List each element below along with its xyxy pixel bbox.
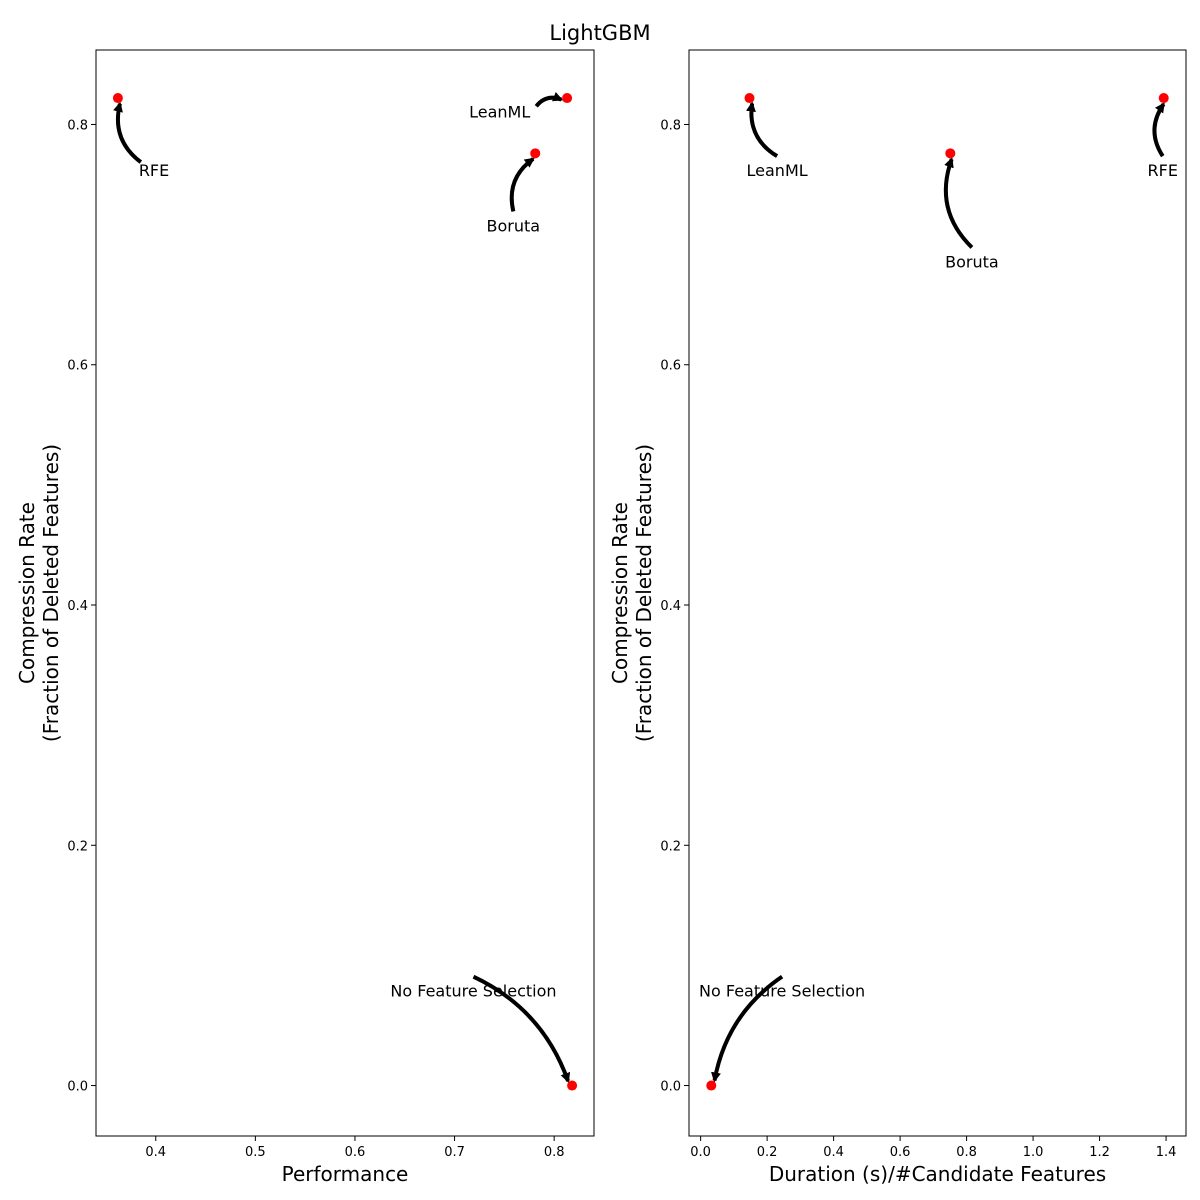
y-axis-label-line: Compression Rate (15, 502, 39, 684)
x-tick-label: 0.4 (145, 1145, 166, 1160)
x-axis-label: Performance (282, 1162, 409, 1186)
data-point (744, 93, 755, 104)
data-point (530, 148, 541, 159)
y-tick-label: 0.8 (67, 118, 88, 133)
x-tick-label: 0.0 (690, 1145, 711, 1160)
annotation-arrow (943, 157, 974, 249)
annotation-label: LeanML (469, 102, 530, 121)
plot-frame (688, 49, 1187, 1137)
annotation-label: No Feature Selection (699, 982, 865, 1001)
y-axis-label-line: Compression Rate (608, 502, 632, 684)
data-point (567, 1080, 578, 1091)
annotation-arrow (113, 101, 143, 164)
annotation-label: RFE (139, 161, 169, 180)
x-tick-label: 1.4 (1156, 1145, 1177, 1160)
annotation-arrow (1152, 102, 1166, 158)
data-point (706, 1080, 717, 1091)
y-axis-label: Compression Rate(Fraction of Deleted Fea… (15, 444, 63, 742)
annotation-label: RFE (1148, 161, 1178, 180)
annotation-arrow (472, 974, 571, 1083)
annotation-arrow (509, 157, 535, 212)
figure-title: LightGBM (549, 21, 650, 45)
annotation-arrow (534, 92, 564, 108)
annotation-label: Boruta (487, 216, 541, 235)
y-tick-label: 0.4 (67, 599, 88, 614)
x-tick-label: 1.2 (1089, 1145, 1110, 1160)
x-tick-label: 0.8 (544, 1145, 565, 1160)
data-point (1158, 93, 1169, 104)
data-point (112, 93, 123, 104)
y-axis-label-line: (Fraction of Deleted Features) (632, 444, 656, 742)
panel-duration: 0.0 0.2 0.4 0.6 0.8 1.0 1.2 1.4 0.0 0.2 0.4 0.6 0.8 D… (608, 49, 1187, 1186)
annotation-arrow (746, 101, 779, 158)
y-tick-label: 0.8 (660, 118, 681, 133)
y-axis-label: Compression Rate(Fraction of Deleted Fea… (608, 444, 656, 742)
x-tick-label: 0.5 (245, 1145, 266, 1160)
data-point (945, 148, 956, 159)
x-tick-label: 0.2 (757, 1145, 778, 1160)
y-tick-label: 0.2 (67, 839, 88, 854)
y-tick-label: 0.0 (67, 1080, 88, 1095)
annotation-label: No Feature Selection (390, 982, 556, 1001)
x-axis-label: Duration (s)/#Candidate Features (769, 1162, 1106, 1186)
y-tick-label: 0.6 (660, 359, 681, 374)
x-tick-label: 0.8 (956, 1145, 977, 1160)
annotation-arrow (711, 974, 784, 1083)
panel-performance: 0.4 0.5 0.6 0.7 0.8 0.0 0.2 0.4 0.6 0.8 Performanc… (15, 49, 595, 1186)
x-tick-label: 0.7 (444, 1145, 465, 1160)
x-tick-label: 0.4 (823, 1145, 844, 1160)
x-tick-label: 0.6 (345, 1145, 366, 1160)
y-tick-label: 0.6 (67, 359, 88, 374)
y-tick-label: 0.2 (660, 839, 681, 854)
data-point (562, 93, 573, 104)
y-axis-label-line: (Fraction of Deleted Features) (39, 444, 63, 742)
x-tick-label: 0.6 (890, 1145, 911, 1160)
annotation-label: LeanML (747, 161, 808, 180)
y-tick-label: 0.4 (660, 599, 681, 614)
y-tick-label: 0.0 (660, 1080, 681, 1095)
plot-frame (95, 49, 595, 1137)
x-tick-label: 1.0 (1023, 1145, 1044, 1160)
annotation-label: Boruta (945, 252, 999, 271)
